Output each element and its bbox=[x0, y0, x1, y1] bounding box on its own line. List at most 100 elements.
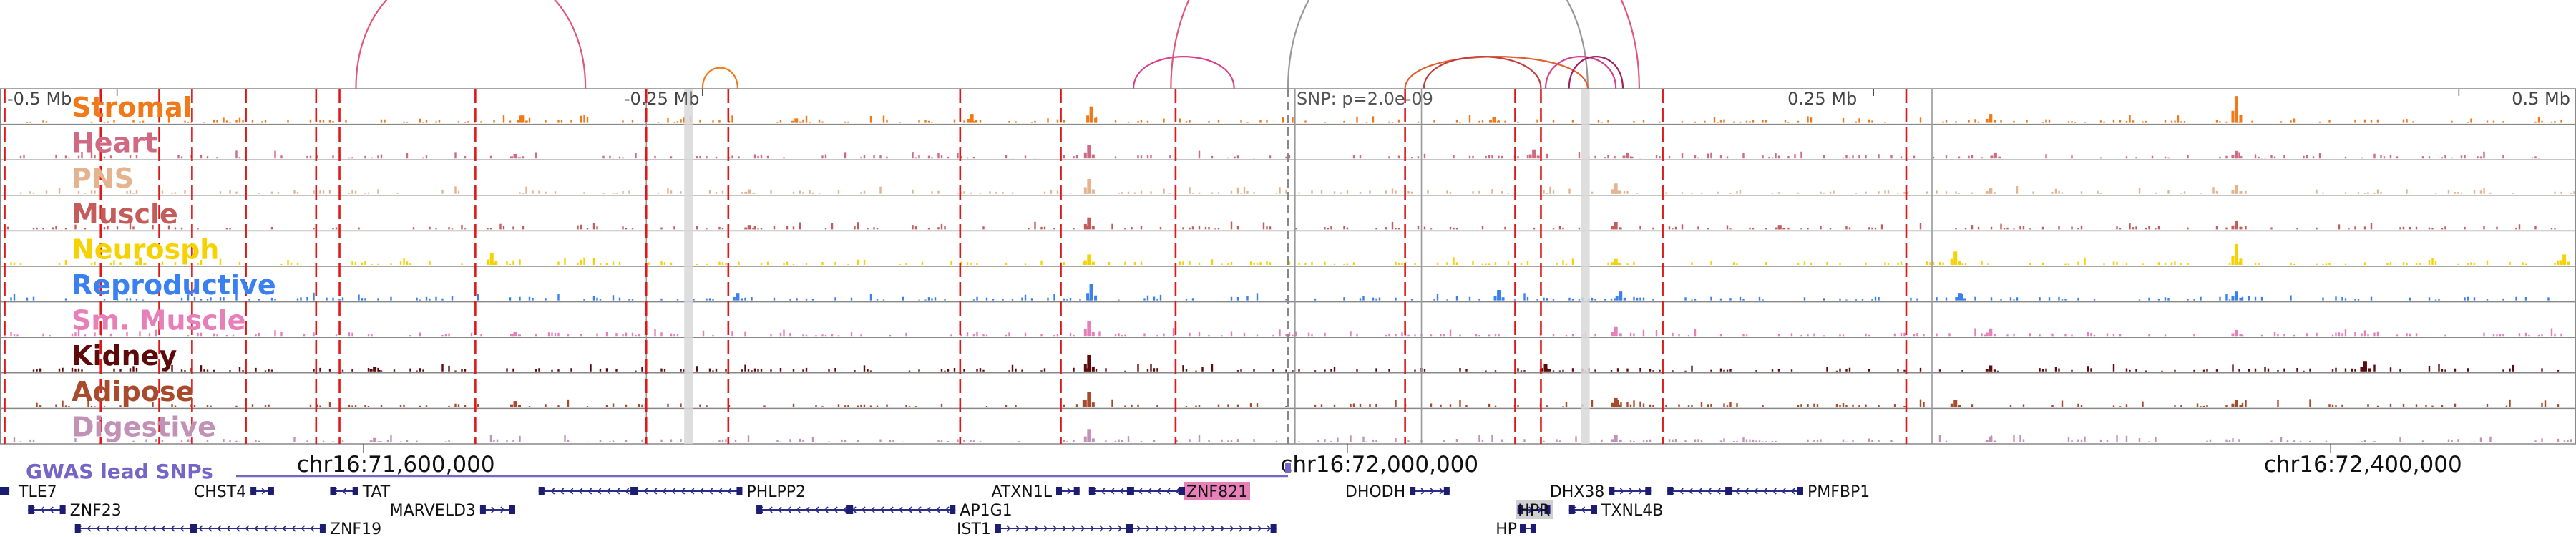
signal-peak bbox=[1083, 364, 1087, 372]
signal-peak bbox=[1497, 290, 1501, 301]
gene-exon bbox=[1591, 505, 1597, 514]
signal-peak bbox=[1619, 333, 1622, 337]
signal-peak bbox=[1091, 154, 1095, 159]
signal-peak bbox=[1536, 155, 1540, 159]
relative-tick-label: -0.5 Mb bbox=[7, 89, 72, 109]
signal-peak bbox=[1953, 400, 1958, 407]
signal-peak bbox=[1990, 155, 1994, 159]
signal-peak bbox=[369, 369, 373, 372]
signal-peak bbox=[1963, 298, 1966, 301]
signal-peak bbox=[1614, 397, 1618, 407]
signal-peak bbox=[1985, 118, 1989, 123]
signal-peak bbox=[747, 189, 751, 194]
gene-hpr: HPR bbox=[1516, 500, 1553, 520]
signal-peak bbox=[494, 261, 498, 265]
track-label: Stromal bbox=[72, 92, 192, 123]
signal-peak bbox=[1091, 402, 1095, 407]
signal-peak bbox=[513, 331, 517, 337]
link-arc bbox=[701, 67, 739, 90]
gene-label: ATXN1L bbox=[991, 483, 1052, 501]
track-neurosph bbox=[0, 230, 2576, 265]
signal-peak bbox=[2231, 190, 2235, 194]
signal-peak bbox=[1091, 438, 1095, 442]
signal-peak bbox=[1998, 156, 2001, 159]
gene-exon bbox=[1530, 524, 1536, 533]
signal-peak bbox=[1989, 188, 1993, 194]
track-stromal bbox=[0, 88, 2576, 123]
signal-peak bbox=[1086, 115, 1090, 123]
signal-peak bbox=[1623, 297, 1626, 301]
signal-peak bbox=[1087, 254, 1091, 265]
signal-peak bbox=[373, 437, 377, 442]
gene-label: PHLPP2 bbox=[746, 483, 806, 501]
signal-peak bbox=[377, 369, 381, 372]
gene-exon bbox=[190, 524, 197, 533]
signal-peak bbox=[2239, 115, 2243, 123]
signal-peak bbox=[138, 257, 142, 265]
signal-peak bbox=[1087, 429, 1091, 442]
snp-label: SNP: p=2.0e-09 bbox=[1297, 89, 1433, 109]
gwas-lead-snps-track: GWAS lead SNPs bbox=[26, 460, 1291, 483]
signal-peak bbox=[1083, 329, 1087, 337]
signal-peak bbox=[1619, 404, 1622, 407]
gene-exon bbox=[250, 487, 257, 495]
signal-peak bbox=[1087, 179, 1091, 194]
signal-peak bbox=[1985, 369, 1989, 372]
track-label: Reproductive bbox=[72, 269, 276, 301]
signal-peak bbox=[518, 157, 521, 159]
signal-peak bbox=[1611, 439, 1614, 442]
gene-exon bbox=[756, 505, 763, 514]
signal-peak bbox=[1083, 400, 1087, 407]
signal-peak bbox=[518, 334, 521, 337]
signal-peak bbox=[1619, 263, 1622, 265]
signal-peak bbox=[1087, 392, 1091, 407]
gene-exon bbox=[1073, 487, 1080, 495]
signal-peak bbox=[2234, 220, 2238, 230]
signal-peak bbox=[2231, 225, 2235, 230]
signal-peak bbox=[1615, 296, 1619, 301]
gene-exon bbox=[1179, 487, 1185, 495]
signal-peak bbox=[1089, 106, 1093, 123]
coordinate-label: chr16:72,400,000 bbox=[2264, 452, 2462, 478]
signal-peak bbox=[518, 405, 521, 407]
gene-exon bbox=[28, 505, 34, 514]
signal-peak bbox=[1548, 369, 1551, 372]
highlight-band bbox=[1581, 89, 1590, 444]
signal-peak bbox=[513, 153, 517, 159]
signal-peak bbox=[1087, 145, 1091, 159]
gene-tle7: TLE7 bbox=[0, 483, 57, 501]
signal-peak bbox=[2231, 110, 2235, 123]
signal-peak bbox=[1619, 227, 1622, 230]
gene-label: DHODH bbox=[1345, 483, 1405, 501]
signal-peak bbox=[1775, 227, 1778, 230]
signal-peak bbox=[1777, 225, 1782, 230]
gene-exon bbox=[995, 524, 1001, 533]
signal-peak bbox=[1619, 190, 1622, 194]
signal-peak bbox=[1493, 296, 1497, 301]
signal-peak bbox=[1993, 334, 1996, 337]
signal-peak bbox=[1622, 155, 1626, 159]
signal-peak bbox=[1985, 440, 1989, 442]
signal-peak bbox=[1782, 228, 1786, 230]
gene-exon bbox=[1410, 487, 1416, 495]
signal-peak bbox=[2239, 297, 2243, 301]
signal-peak bbox=[1083, 187, 1087, 194]
signal-peak bbox=[1083, 436, 1087, 442]
signal-peak bbox=[1497, 121, 1500, 123]
signal-peak bbox=[143, 262, 147, 265]
track-label: PNS bbox=[72, 163, 134, 194]
signal-peak bbox=[970, 114, 974, 123]
gene-hp: HP bbox=[1496, 521, 1536, 537]
signal-noise bbox=[4, 150, 2540, 159]
signal-peak bbox=[1950, 258, 1953, 265]
signal-peak bbox=[2234, 185, 2238, 194]
signal-peak bbox=[510, 156, 513, 159]
track-label: Muscle bbox=[72, 198, 178, 230]
signal-noise bbox=[6, 221, 2556, 230]
signal-peak bbox=[1611, 226, 1614, 230]
signal-peak bbox=[1086, 293, 1090, 301]
track-pns bbox=[0, 159, 2576, 194]
link-arc bbox=[1287, 0, 1589, 90]
gene-label: DHX38 bbox=[1550, 483, 1605, 501]
